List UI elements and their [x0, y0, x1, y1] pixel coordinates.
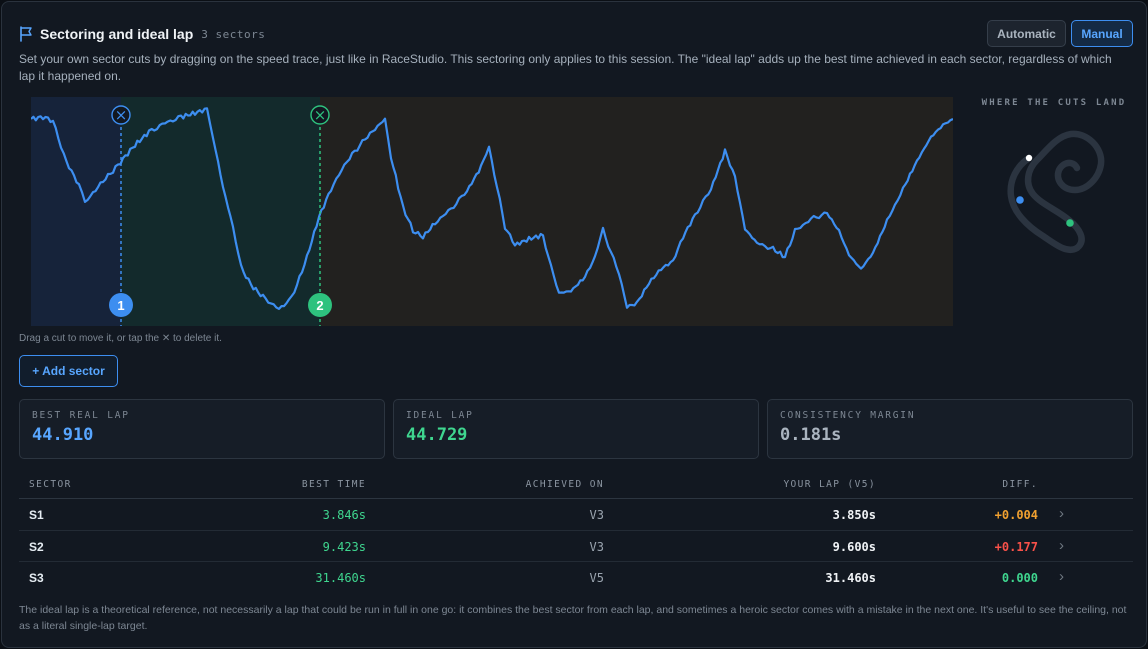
cut-1-marker [1016, 196, 1024, 204]
cut-1-handle[interactable] [109, 293, 133, 317]
ideal-lap-label: IDEAL LAP [406, 410, 474, 421]
row-your-lap: 31.460s [825, 571, 876, 585]
cut-1-delete-icon[interactable]: × [115, 106, 128, 124]
consistency-margin-card: CONSISTENCY MARGIN 0.181s [767, 399, 1133, 459]
cut-2-handle[interactable] [308, 293, 332, 317]
mode-toggle: Automatic Manual [987, 20, 1133, 47]
sector-3-band [320, 97, 953, 326]
col-achieved-on: ACHIEVED ON [525, 479, 604, 490]
best-real-lap-label: BEST REAL LAP [32, 410, 130, 421]
row-sector: S3 [29, 571, 44, 585]
add-sector-button[interactable]: + Add sector [19, 355, 118, 387]
chevron-right-icon[interactable]: › [1059, 505, 1064, 522]
sector-cut-2[interactable]: × 2 [308, 105, 332, 326]
table-row[interactable]: S1 3.846s V3 3.850s +0.004 › [19, 499, 1133, 531]
best-real-lap-value: 44.910 [32, 425, 94, 445]
col-your-lap: YOUR LAP (V5) [783, 479, 876, 490]
speed-trace-chart[interactable]: × 1 × 2 [31, 97, 953, 326]
row-achieved-on: V3 [589, 539, 604, 554]
sector-cut-1[interactable]: × 1 [109, 105, 133, 326]
panel-description: Set your own sector cuts by dragging on … [19, 52, 1112, 83]
row-best-time: 31.460s [315, 571, 366, 585]
sector-2-band [121, 97, 320, 326]
row-sector: S1 [29, 508, 44, 522]
chevron-right-icon[interactable]: › [1059, 568, 1064, 585]
row-your-lap: 3.850s [832, 508, 876, 522]
speed-trace[interactable]: × 1 × 2 [31, 97, 953, 326]
best-real-lap-card: BEST REAL LAP 44.910 [19, 399, 385, 459]
panel-title: Sectoring and ideal lap [40, 26, 194, 42]
col-sector: SECTOR [29, 479, 72, 490]
row-diff: +0.004 [994, 508, 1038, 522]
col-diff: DIFF. [1002, 479, 1038, 490]
consistency-margin-value: 0.181s [780, 425, 842, 445]
start-marker [1025, 154, 1033, 162]
ideal-lap-value: 44.729 [406, 425, 468, 445]
row-diff: 0.000 [1001, 571, 1038, 585]
table-row[interactable]: S2 9.423s V3 9.600s +0.177 › [19, 531, 1133, 562]
table-header: SECTOR BEST TIME ACHIEVED ON YOUR LAP (V… [19, 474, 1133, 499]
sector-count: 3 sectors [201, 27, 266, 41]
cut-1-delete-button[interactable] [111, 105, 131, 125]
cut-2-marker [1066, 219, 1074, 227]
cut-2-number: 2 [316, 298, 323, 313]
panel-header: Sectoring and ideal lap 3 sectors [19, 24, 265, 44]
track-outline-return [1007, 154, 1081, 254]
row-best-time: 9.423s [322, 539, 366, 554]
row-best-time: 3.846s [322, 508, 366, 522]
track-map [1007, 130, 1105, 254]
manual-mode-button[interactable]: Manual [1071, 20, 1133, 47]
speed-trace-line [31, 107, 953, 310]
cut-2-delete-icon[interactable]: × [314, 106, 327, 124]
sector-table: SECTOR BEST TIME ACHIEVED ON YOUR LAP (V… [19, 474, 1133, 594]
row-your-lap: 9.600s [832, 539, 876, 554]
cut-2-delete-button[interactable] [310, 105, 330, 125]
row-diff: +0.177 [994, 539, 1038, 554]
table-row[interactable]: S3 31.460s V5 31.460s 0.000 › [19, 562, 1133, 594]
trace-hint: Drag a cut to move it, or tap the ✕ to d… [19, 333, 222, 344]
ideal-lap-card: IDEAL LAP 44.729 [393, 399, 759, 459]
track-map-title: WHERE THE CUTS LAND [981, 98, 1127, 108]
row-achieved-on: V5 [589, 571, 604, 585]
row-achieved-on: V3 [589, 508, 604, 522]
consistency-margin-label: CONSISTENCY MARGIN [780, 410, 916, 421]
flag-icon [20, 26, 32, 42]
row-sector: S2 [29, 539, 44, 554]
automatic-mode-button[interactable]: Automatic [987, 20, 1066, 47]
ideal-lap-footnote: The ideal lap is a theoretical reference… [19, 604, 1127, 632]
sector-1-band [31, 97, 121, 326]
cut-1-number: 1 [117, 298, 124, 313]
track-outline [1024, 130, 1105, 252]
col-best-time: BEST TIME [301, 479, 366, 490]
chevron-right-icon[interactable]: › [1059, 536, 1064, 554]
